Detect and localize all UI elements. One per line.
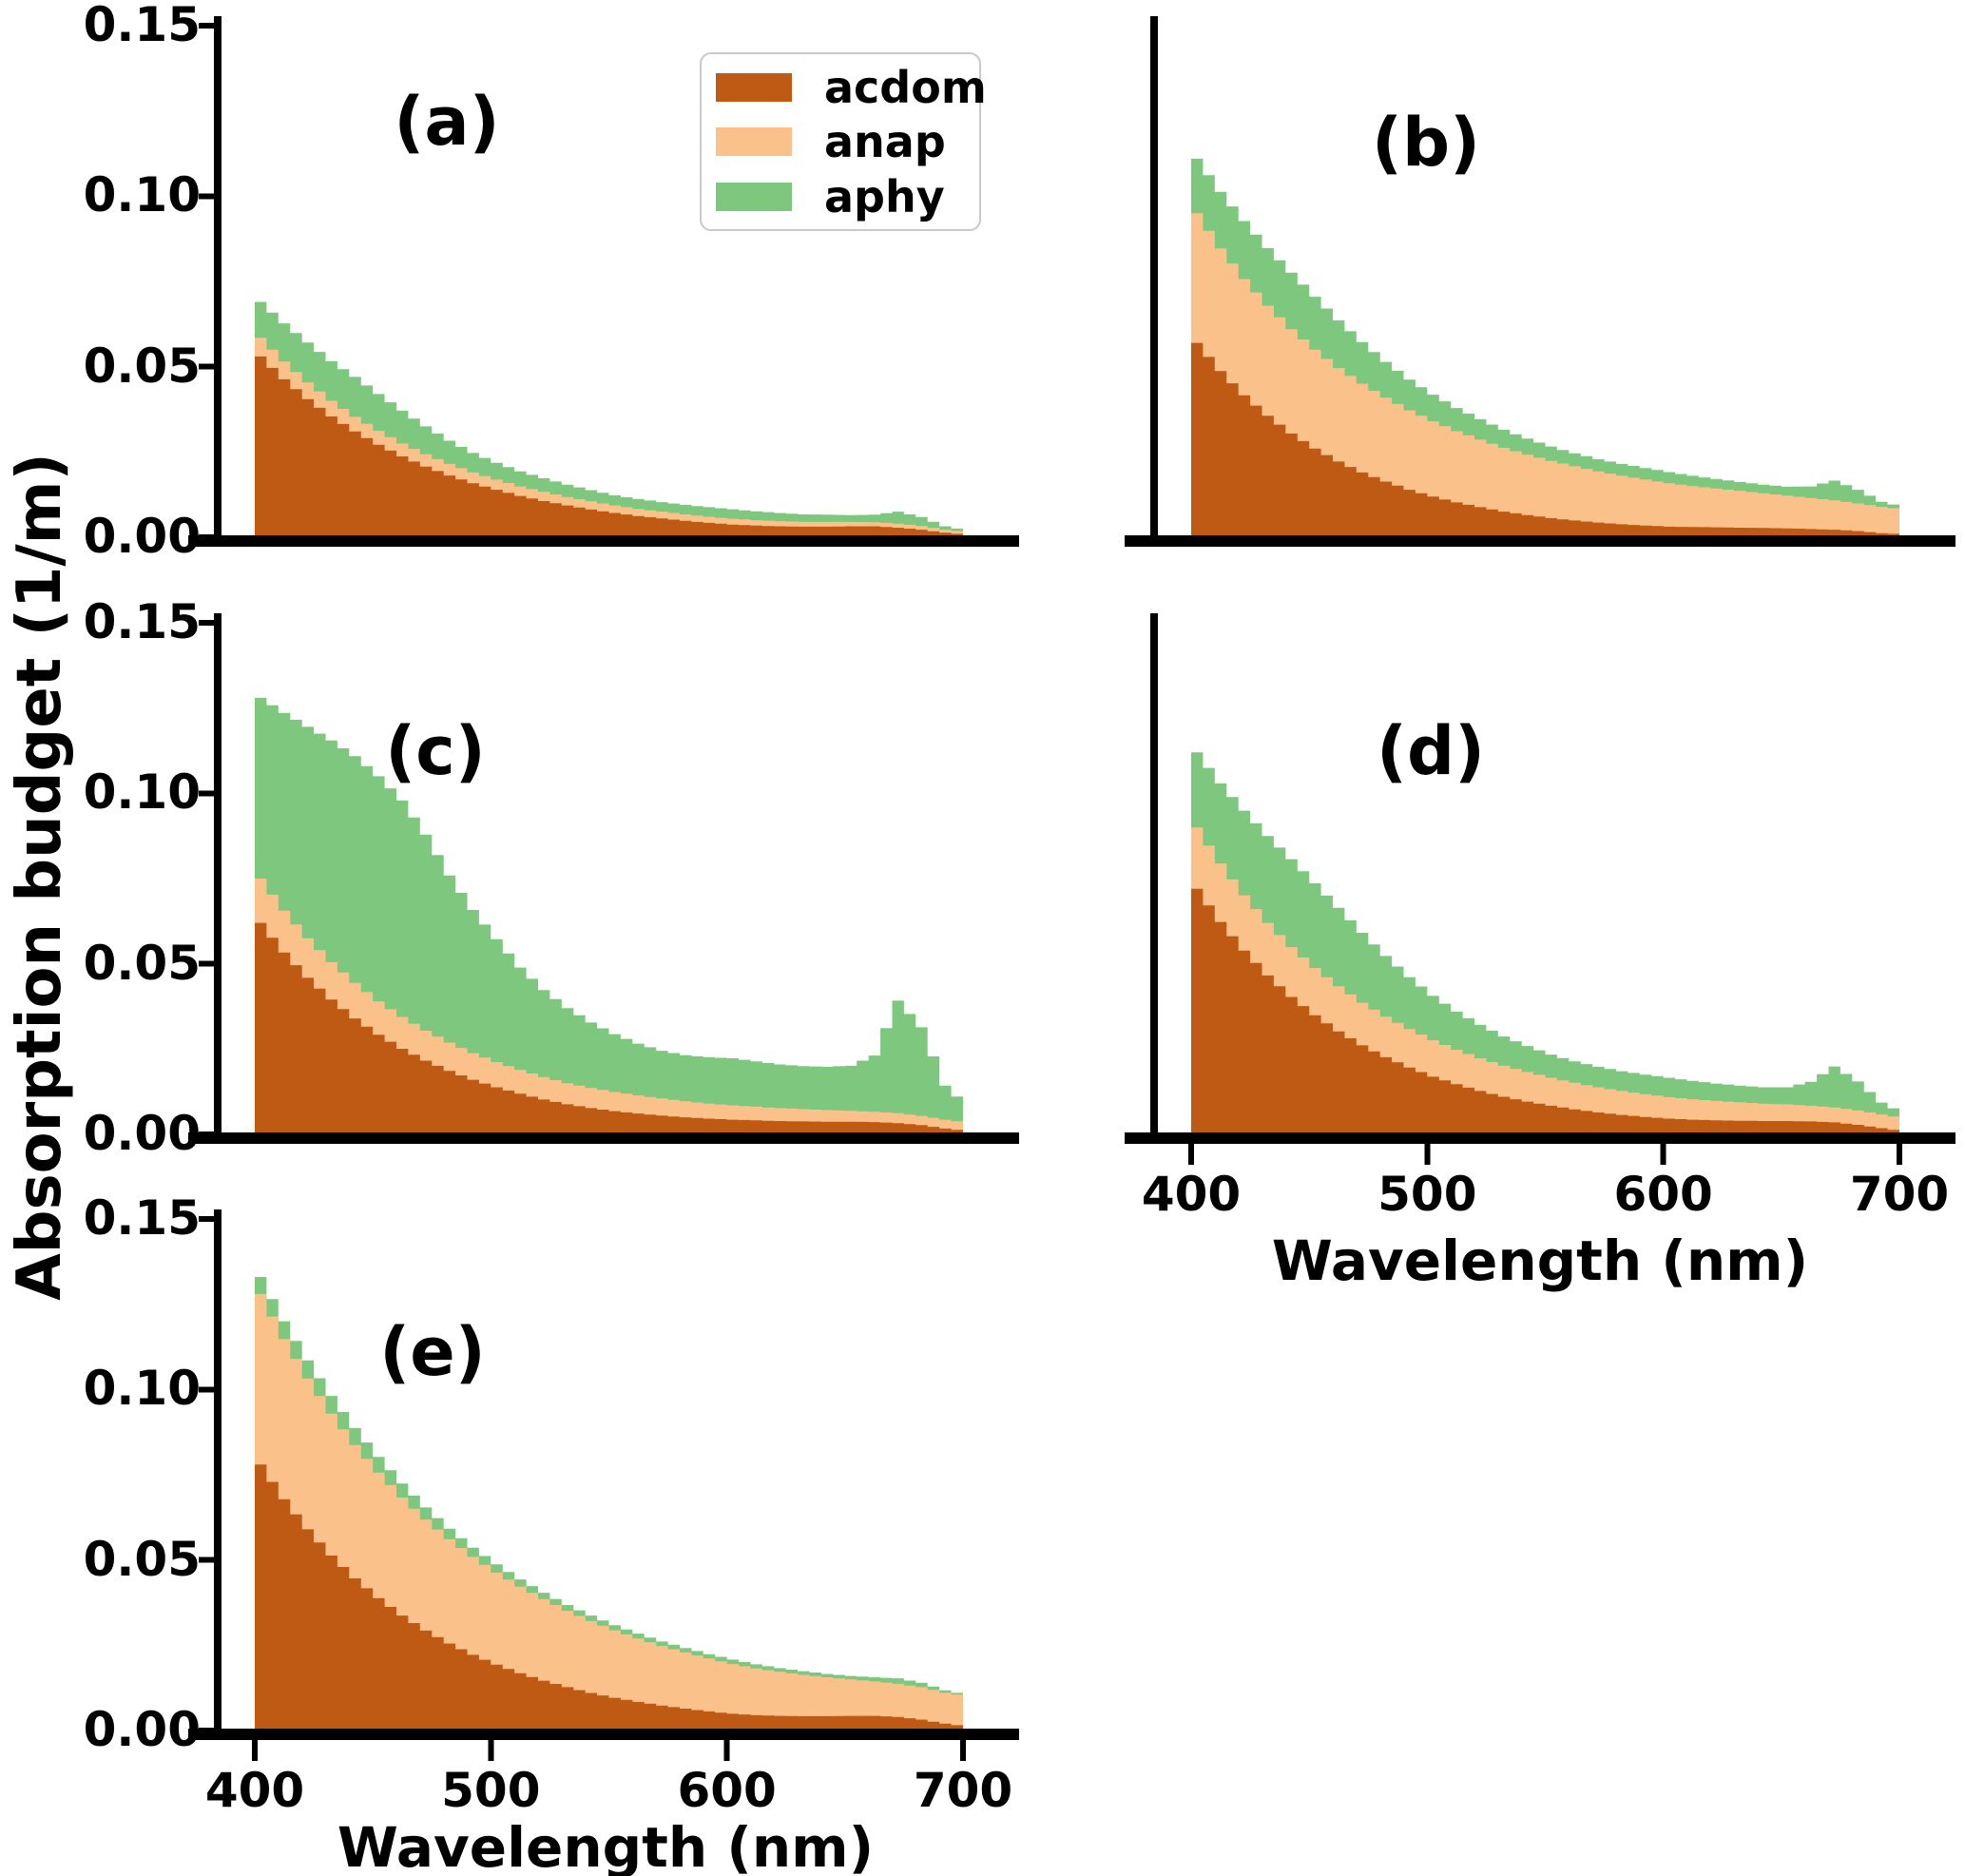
y-tick-label: 0.15 <box>83 594 201 649</box>
legend-label-aphy: aphy <box>824 170 945 222</box>
axis-line <box>214 613 222 1144</box>
x-tick-label: 600 <box>677 1763 777 1818</box>
area-acdom-(b) <box>1191 342 1899 537</box>
legend-item-aphy: aphy <box>716 175 979 219</box>
y-axis-label: Absorption budget (1/m) <box>5 453 75 1301</box>
legend-swatch-aphy <box>716 182 792 211</box>
panel-letter-d: (d) <box>1376 712 1486 790</box>
area-aphy-(c) <box>255 697 963 1134</box>
axis-line <box>199 23 214 29</box>
axis-line <box>960 1738 966 1761</box>
axis-line <box>1125 1132 1955 1144</box>
axis-line <box>1188 1142 1194 1165</box>
axis-line <box>199 534 214 540</box>
axis-line <box>252 1738 258 1761</box>
x-axis-label-e: Wavelength (nm) <box>337 1815 875 1876</box>
panel-letter-e: (e) <box>379 1313 486 1391</box>
x-tick-label: 500 <box>441 1763 541 1818</box>
axis-line <box>1125 535 1955 547</box>
axis-line <box>199 790 214 797</box>
y-tick-label: 0.05 <box>83 1531 201 1587</box>
panel-letter-c: (c) <box>385 712 486 790</box>
axis-line <box>188 535 1019 547</box>
y-tick-label: 0.10 <box>83 764 201 821</box>
legend-swatch-acdom <box>716 72 792 102</box>
y-tick-label: 0.15 <box>83 0 201 52</box>
x-tick-label: 700 <box>913 1763 1013 1818</box>
panel-letter-a: (a) <box>394 83 500 161</box>
area-acdom-(d) <box>1191 888 1899 1134</box>
x-axis-label-d: Wavelength (nm) <box>1271 1228 1809 1293</box>
axis-line <box>723 1738 730 1761</box>
y-tick-label: 0.00 <box>83 1702 201 1757</box>
axis-line <box>199 1131 214 1137</box>
area-acdom-(c) <box>255 922 963 1134</box>
axis-line <box>199 1557 214 1563</box>
y-tick-label: 0.10 <box>83 1361 201 1417</box>
axis-line <box>188 1132 1019 1144</box>
axis-line <box>214 1209 222 1740</box>
area-acdom-(a) <box>255 356 963 537</box>
axis-line <box>188 1729 1019 1740</box>
axis-line <box>199 1728 214 1733</box>
legend: acdom anap aphy <box>700 52 987 231</box>
x-tick-label: 400 <box>1141 1167 1242 1222</box>
axis-line <box>1150 613 1158 1144</box>
axis-line <box>199 960 214 967</box>
axis-line <box>488 1738 494 1761</box>
y-tick-label: 0.00 <box>83 509 201 564</box>
area-anap-(b) <box>1191 213 1899 538</box>
legend-item-acdom: acdom <box>716 66 987 109</box>
axis-line <box>199 620 214 626</box>
axis-line <box>1897 1142 1902 1165</box>
y-tick-label: 0.15 <box>83 1190 201 1246</box>
y-tick-label: 0.10 <box>83 167 201 223</box>
x-tick-label: 500 <box>1377 1167 1477 1222</box>
x-tick-label: 400 <box>204 1763 305 1818</box>
area-anap-(e) <box>255 1293 963 1731</box>
y-tick-label: 0.05 <box>83 338 201 394</box>
x-tick-label: 700 <box>1849 1167 1950 1222</box>
area-acdom-(e) <box>255 1464 963 1731</box>
axis-line <box>199 1216 214 1222</box>
panel-letter-b: (b) <box>1371 104 1481 182</box>
axis-line <box>1150 16 1158 547</box>
legend-swatch-anap <box>716 127 792 156</box>
axis-line <box>199 193 214 200</box>
axis-line <box>199 1386 214 1393</box>
y-tick-label: 0.00 <box>83 1106 201 1161</box>
axis-line <box>199 363 214 370</box>
y-tick-label: 0.05 <box>83 935 201 991</box>
axis-line <box>1660 1142 1666 1165</box>
legend-label-acdom: acdom <box>824 61 987 113</box>
x-tick-label: 600 <box>1613 1167 1713 1222</box>
legend-item-anap: anap <box>716 120 979 164</box>
axis-line <box>1424 1142 1431 1165</box>
axis-line <box>214 16 222 547</box>
legend-label-anap: anap <box>824 116 946 167</box>
